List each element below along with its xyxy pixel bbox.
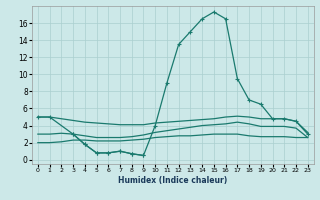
- X-axis label: Humidex (Indice chaleur): Humidex (Indice chaleur): [118, 176, 228, 185]
